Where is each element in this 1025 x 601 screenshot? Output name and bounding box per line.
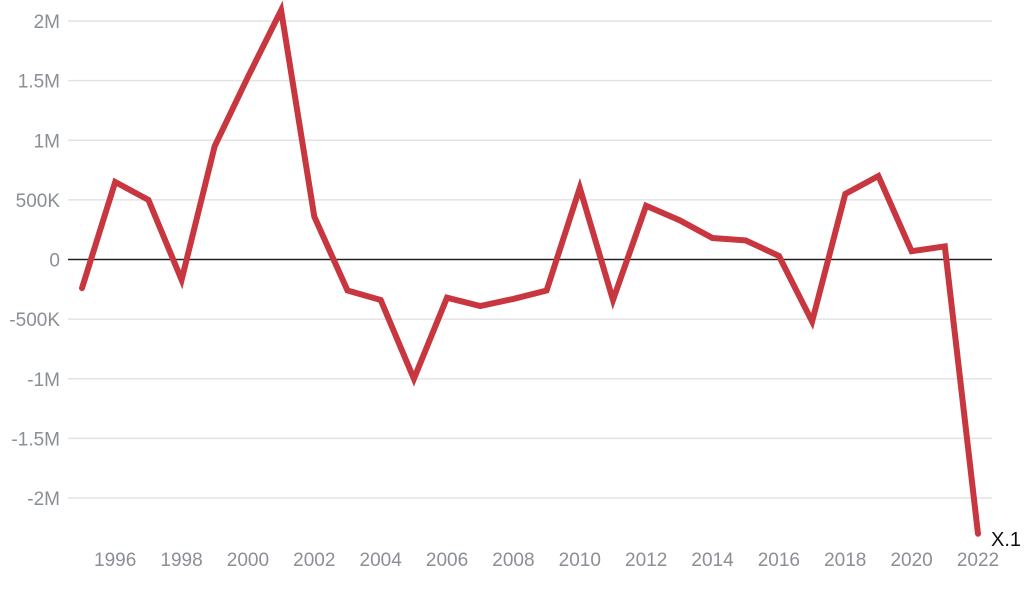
- y-tick-label: 0: [49, 251, 60, 272]
- x-tick-label: 2004: [360, 550, 403, 571]
- y-tick-label: 500K: [16, 191, 61, 212]
- y-axis-ticks: 2M 1.5M 1M 500K 0 -500K -1M -1.5M -2M: [9, 12, 60, 510]
- x-tick-label: 2020: [890, 550, 932, 571]
- y-tick-label: 1.5M: [18, 72, 60, 93]
- series-labels: X.1: [991, 529, 1021, 551]
- y-tick-label: 1M: [34, 131, 60, 152]
- x-tick-label: 2012: [625, 550, 667, 571]
- x-axis-ticks: 1996 1998 2000 2002 2004 2006 2008 2010 2012 2014…: [94, 550, 999, 571]
- series-end-label: X.1: [991, 529, 1021, 551]
- series-layer: [79, 0, 981, 537]
- y-tick-label: -500K: [9, 310, 60, 331]
- x-tick-label: 2022: [957, 550, 999, 571]
- y-tick-label: -2M: [27, 489, 60, 510]
- gridlines: [68, 20, 992, 499]
- x-tick-label: 2010: [559, 550, 601, 571]
- series-line: [79, 0, 981, 537]
- x-tick-label: 2016: [758, 550, 800, 571]
- x-tick-label: 2014: [691, 550, 734, 571]
- x-tick-label: 2006: [426, 550, 468, 571]
- x-tick-label: 2000: [227, 550, 269, 571]
- y-tick-label: -1M: [27, 370, 60, 391]
- x-tick-label: 1996: [94, 550, 136, 571]
- y-tick-label: -1.5M: [11, 429, 60, 450]
- x-tick-label: 2002: [293, 550, 335, 571]
- x-tick-label: 2018: [824, 550, 866, 571]
- x-tick-label: 1998: [160, 550, 202, 571]
- x-tick-label: 2008: [492, 550, 534, 571]
- y-tick-label: 2M: [34, 12, 60, 33]
